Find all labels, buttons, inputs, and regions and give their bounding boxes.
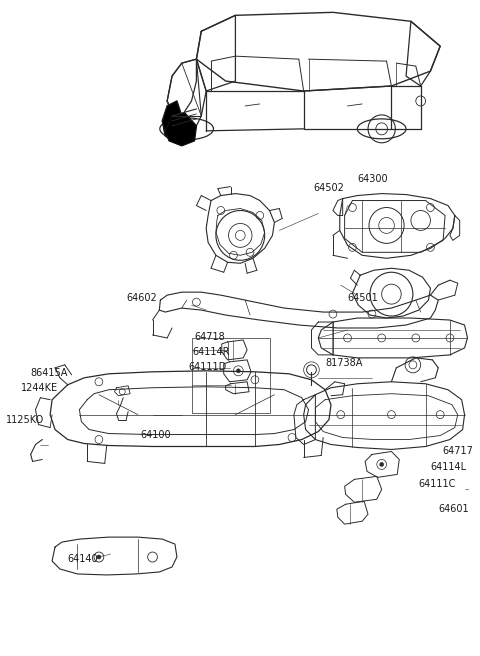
Text: 64718: 64718 xyxy=(194,332,225,342)
Circle shape xyxy=(380,462,384,466)
Text: 64114R: 64114R xyxy=(192,347,230,357)
Circle shape xyxy=(236,369,240,373)
Polygon shape xyxy=(162,101,187,141)
Text: 86415A: 86415A xyxy=(31,368,68,378)
Text: 64502: 64502 xyxy=(313,182,344,193)
Circle shape xyxy=(97,555,101,559)
Text: 64717: 64717 xyxy=(442,447,473,457)
Text: 64300: 64300 xyxy=(357,174,388,184)
Text: 64100: 64100 xyxy=(141,430,171,440)
Text: 64111C: 64111C xyxy=(419,480,456,489)
Polygon shape xyxy=(165,113,196,146)
Text: 81738A: 81738A xyxy=(325,358,362,368)
Text: 1125KO: 1125KO xyxy=(6,415,45,424)
Text: 64601: 64601 xyxy=(438,504,469,514)
Text: 1244KE: 1244KE xyxy=(21,382,58,393)
Text: 64602: 64602 xyxy=(126,293,157,303)
Text: 64114L: 64114L xyxy=(431,462,467,472)
Text: 64501: 64501 xyxy=(348,293,378,303)
Bar xyxy=(192,338,270,413)
Bar xyxy=(479,424,480,539)
Text: 64140: 64140 xyxy=(68,554,98,564)
Text: 64111D: 64111D xyxy=(189,362,227,372)
